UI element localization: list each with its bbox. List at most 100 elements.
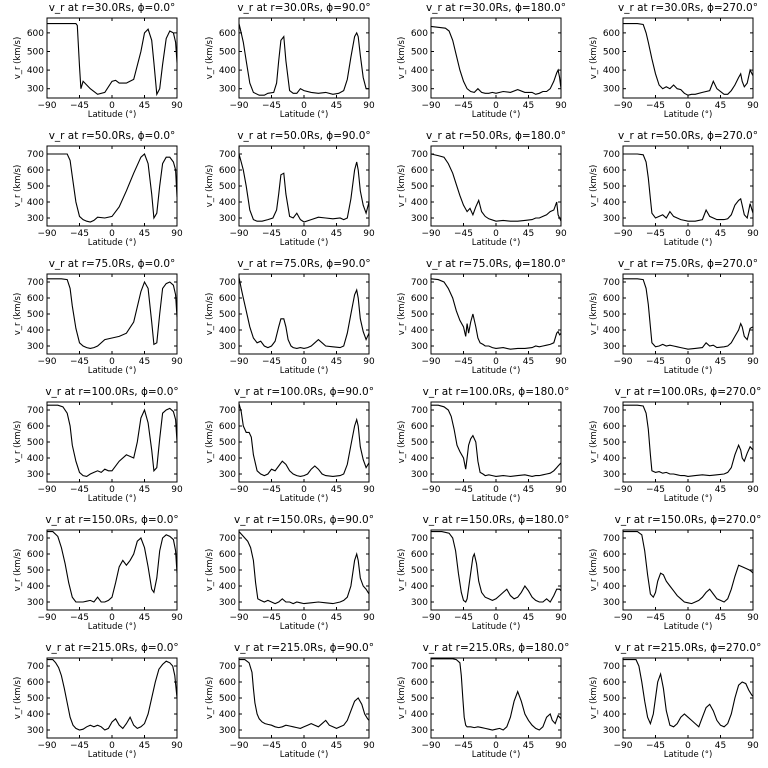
y-axis-label: v_r (km/s) [13, 677, 23, 720]
x-tick-label: 90 [555, 229, 567, 239]
x-axis-label: Latitude (°) [664, 238, 713, 248]
x-tick-label: −45 [646, 485, 665, 495]
x-tick-label: 45 [715, 357, 726, 367]
chart-svg: v_r at r=100.0Rs, ϕ=180.0° −90 −45 0 45 90 300… [397, 386, 570, 504]
x-axis-label: Latitude (°) [664, 494, 713, 504]
x-tick-label: −45 [70, 357, 89, 367]
x-tick-label: −45 [646, 229, 665, 239]
x-tick-label: 0 [493, 485, 499, 495]
y-tick-label: 400 [603, 66, 620, 76]
y-tick-label: 700 [27, 662, 44, 672]
x-tick-label: −90 [230, 613, 249, 623]
plot-frame [238, 145, 370, 227]
y-tick-label: 600 [603, 166, 620, 176]
chart-panel: v_r at r=150.0Rs, ϕ=90.0° −90 −45 0 45 90 300 4… [192, 512, 384, 640]
x-tick-label: −90 [38, 101, 57, 111]
x-tick-label: 90 [555, 613, 567, 623]
chart-panel: v_r at r=215.0Rs, ϕ=270.0° −90 −45 0 45 90 300… [576, 640, 768, 768]
x-axis-label: Latitude (°) [88, 750, 137, 760]
x-tick-label: 90 [171, 613, 183, 623]
y-tick-label: 300 [219, 342, 236, 352]
y-axis-label: v_r (km/s) [589, 165, 599, 208]
y-tick-label: 300 [411, 85, 428, 95]
x-tick-label: 90 [747, 485, 759, 495]
y-tick-label: 400 [603, 326, 620, 336]
x-tick-label: 0 [301, 357, 307, 367]
x-tick-label: −45 [262, 101, 281, 111]
x-tick-label: −90 [38, 357, 57, 367]
x-tick-label: 90 [747, 101, 759, 111]
y-tick-label: 600 [603, 422, 620, 432]
y-tick-label: 400 [411, 454, 428, 464]
series-line [238, 531, 370, 605]
x-tick-label: 0 [109, 229, 115, 239]
panel-title: v_r at r=215.0Rs, ϕ=90.0° [234, 642, 374, 654]
x-tick-label: −45 [70, 741, 89, 751]
x-tick-label: 90 [363, 741, 375, 751]
y-axis-label: v_r (km/s) [589, 677, 599, 720]
y-tick-label: 500 [411, 694, 428, 704]
chart-svg: v_r at r=30.0Rs, ϕ=0.0° −90 −45 0 45 90 300 400… [13, 2, 183, 120]
chart-svg: v_r at r=50.0Rs, ϕ=270.0° −90 −45 0 45 90 300 4… [589, 130, 759, 248]
y-tick-label: 500 [219, 47, 236, 57]
x-axis-label: Latitude (°) [664, 622, 713, 632]
x-axis-label: Latitude (°) [472, 366, 521, 376]
x-tick-label: −90 [422, 357, 441, 367]
y-tick-label: 500 [411, 566, 428, 576]
x-tick-label: −45 [454, 613, 473, 623]
x-tick-label: −45 [454, 485, 473, 495]
x-tick-label: 0 [493, 101, 499, 111]
y-tick-label: 500 [603, 438, 620, 448]
x-tick-label: 45 [139, 741, 150, 751]
x-tick-label: −90 [230, 101, 249, 111]
chart-svg: v_r at r=100.0Rs, ϕ=90.0° −90 −45 0 45 90 300 4… [205, 386, 375, 504]
y-tick-label: 700 [603, 406, 620, 416]
x-tick-label: −90 [422, 101, 441, 111]
y-tick-label: 600 [27, 166, 44, 176]
x-tick-label: −45 [454, 229, 473, 239]
y-tick-label: 500 [27, 438, 44, 448]
series-line [623, 404, 754, 477]
y-tick-label: 700 [219, 534, 236, 544]
x-tick-label: 45 [331, 357, 342, 367]
chart-panel: v_r at r=75.0Rs, ϕ=180.0° −90 −45 0 45 90 300 4… [384, 256, 576, 384]
y-tick-label: 500 [219, 566, 236, 576]
x-tick-label: 90 [555, 741, 567, 751]
y-tick-label: 700 [411, 662, 428, 672]
y-tick-label: 300 [27, 726, 44, 736]
y-tick-label: 300 [219, 214, 236, 224]
x-tick-label: 45 [139, 101, 150, 111]
series-line [430, 25, 562, 95]
y-tick-label: 500 [411, 47, 428, 57]
x-tick-label: 45 [715, 613, 726, 623]
x-tick-label: −45 [70, 485, 89, 495]
plot-frame [622, 529, 754, 611]
plot-frame [46, 145, 178, 227]
x-tick-label: 45 [715, 485, 726, 495]
y-tick-label: 500 [603, 182, 620, 192]
x-tick-label: 45 [715, 741, 726, 751]
chart-panel: v_r at r=30.0Rs, ϕ=0.0° −90 −45 0 45 90 300 400… [0, 0, 192, 128]
x-tick-label: 45 [139, 485, 150, 495]
x-axis-label: Latitude (°) [88, 366, 137, 376]
x-tick-label: −45 [70, 101, 89, 111]
y-tick-label: 700 [411, 534, 428, 544]
y-tick-label: 500 [27, 47, 44, 57]
x-tick-label: −45 [70, 229, 89, 239]
y-axis-label: v_r (km/s) [397, 549, 407, 592]
chart-panel: v_r at r=75.0Rs, ϕ=90.0° −90 −45 0 45 90 300 40… [192, 256, 384, 384]
chart-panel: v_r at r=100.0Rs, ϕ=270.0° −90 −45 0 45 90 300… [576, 384, 768, 512]
y-tick-label: 600 [219, 678, 236, 688]
x-tick-label: 45 [139, 357, 150, 367]
plot-frame [622, 657, 754, 739]
y-tick-label: 400 [27, 454, 44, 464]
y-tick-label: 600 [27, 422, 44, 432]
x-tick-label: 0 [109, 357, 115, 367]
panel-title: v_r at r=100.0Rs, ϕ=180.0° [423, 386, 570, 398]
series-line [47, 531, 178, 603]
x-tick-label: 0 [685, 229, 691, 239]
x-tick-label: −90 [38, 741, 57, 751]
y-tick-label: 600 [219, 29, 236, 39]
x-tick-label: −45 [646, 357, 665, 367]
x-tick-label: 0 [493, 741, 499, 751]
